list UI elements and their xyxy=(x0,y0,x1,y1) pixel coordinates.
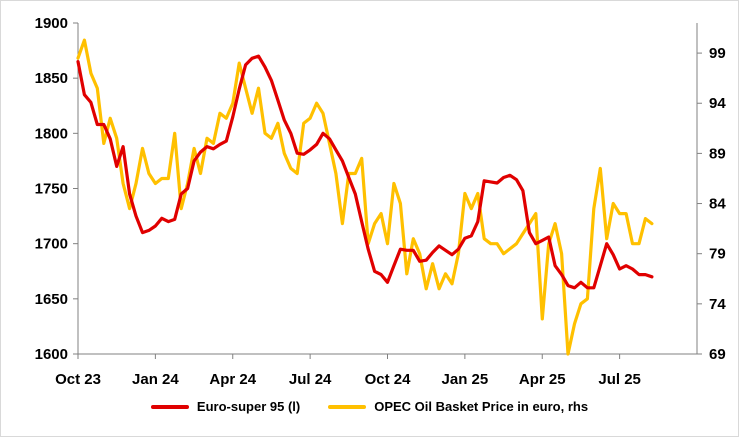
left-tick-label: 1600 xyxy=(35,346,68,363)
legend: Euro-super 95 (l) OPEC Oil Basket Price … xyxy=(1,399,738,414)
left-tick-label: 1850 xyxy=(35,70,68,87)
legend-label-opec: OPEC Oil Basket Price in euro, rhs xyxy=(374,399,589,414)
right-tick-label: 74 xyxy=(709,296,726,313)
legend-label-euro-super: Euro-super 95 (l) xyxy=(196,399,301,414)
right-tick-label: 94 xyxy=(709,95,726,112)
series-line-euro-super xyxy=(76,54,654,290)
x-tick-label: Oct 23 xyxy=(55,371,101,388)
legend-swatch-opec xyxy=(328,404,367,409)
plot-frame xyxy=(77,23,698,355)
x-tick-label: Apr 25 xyxy=(519,371,566,388)
right-tick-label: 89 xyxy=(709,145,726,162)
left-tick-label: 1900 xyxy=(35,15,68,32)
left-tick-label: 1700 xyxy=(35,236,68,253)
right-y-axis: 69 74 79 84 89 94 99 xyxy=(697,45,726,363)
legend-item-opec: OPEC Oil Basket Price in euro, rhs xyxy=(328,399,588,414)
right-tick-label: 79 xyxy=(709,246,726,263)
line-chart-plot: 1600 1650 1700 1750 1800 1850 1900 69 74 79 84 89 9… xyxy=(35,15,727,388)
left-tick-label: 1750 xyxy=(35,181,68,198)
right-tick-label: 99 xyxy=(709,45,726,62)
x-tick-label: Apr 24 xyxy=(209,371,256,388)
series-layer xyxy=(76,38,654,356)
left-y-axis: 1600 1650 1700 1750 1800 1850 1900 xyxy=(35,15,78,363)
x-axis: Oct 23 Jan 24 Apr 24 Jul 24 Oct 24 Jan 25 Apr … xyxy=(55,354,641,388)
x-tick-label: Jul 24 xyxy=(289,371,332,388)
left-tick-label: 1800 xyxy=(35,125,68,142)
legend-item-euro-super: Euro-super 95 (l) xyxy=(150,399,301,414)
left-tick-label: 1650 xyxy=(35,291,68,308)
x-tick-label: Oct 24 xyxy=(365,371,412,388)
right-tick-label: 84 xyxy=(709,196,726,213)
x-tick-label: Jan 25 xyxy=(442,371,489,388)
series-line-opec xyxy=(76,38,654,356)
legend-swatch-euro-super xyxy=(150,404,189,409)
right-tick-label: 69 xyxy=(709,346,726,363)
x-tick-label: Jul 25 xyxy=(598,371,641,388)
x-tick-label: Jan 24 xyxy=(132,371,179,388)
